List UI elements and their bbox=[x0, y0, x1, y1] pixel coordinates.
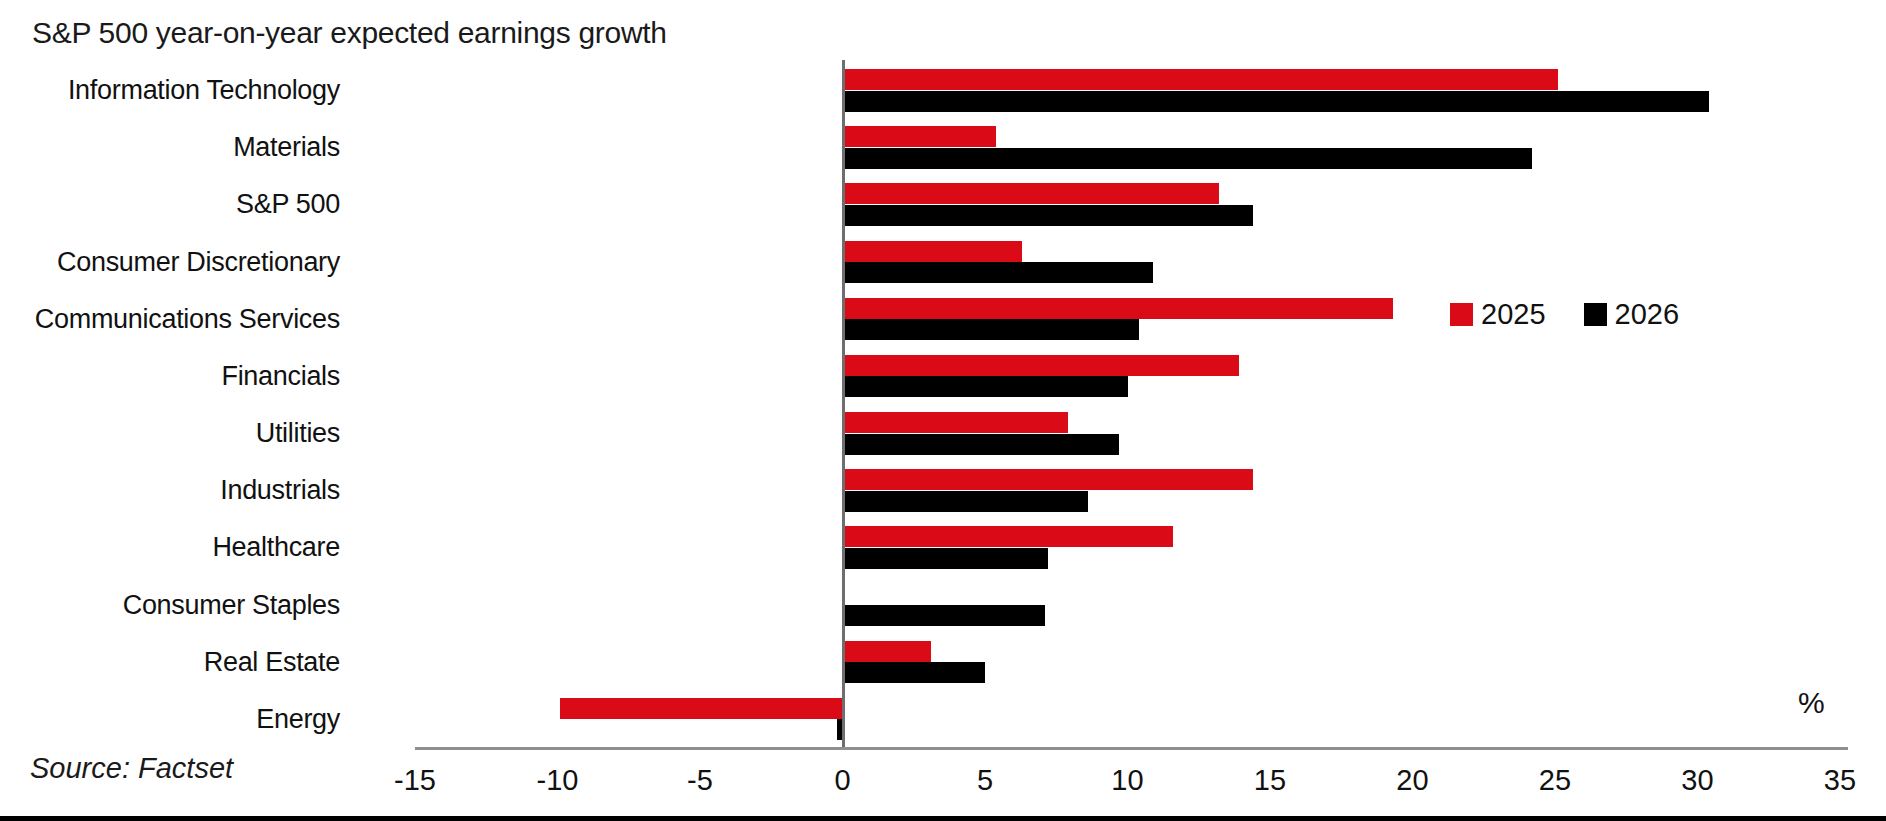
x-tick-label-0: 0 bbox=[834, 764, 850, 797]
x-tick-label-15: 15 bbox=[1254, 764, 1286, 797]
x-tick-label-10: 10 bbox=[1111, 764, 1143, 797]
category-label-materials: Materials bbox=[0, 119, 340, 176]
bar-2025-materials bbox=[843, 126, 997, 147]
chart-title: S&P 500 year-on-year expected earnings g… bbox=[32, 16, 667, 50]
bar-2025-industrials bbox=[843, 469, 1253, 490]
bar-2026-consumer-staples bbox=[843, 605, 1045, 626]
category-label-financials: Financials bbox=[0, 348, 340, 405]
bar-2025-utilities bbox=[843, 412, 1068, 433]
x-tick-label-5: 5 bbox=[977, 764, 993, 797]
bar-2025-communications-services bbox=[843, 298, 1393, 319]
legend-item-2026: 2026 bbox=[1584, 298, 1680, 331]
legend-item-2025: 2025 bbox=[1450, 298, 1546, 331]
category-label-consumer-discretionary: Consumer Discretionary bbox=[0, 234, 340, 291]
legend-label-2025: 2025 bbox=[1481, 298, 1546, 331]
x-axis-line bbox=[415, 747, 1848, 750]
axis-unit-label: % bbox=[1798, 686, 1825, 720]
bar-2025-s-p-500 bbox=[843, 183, 1219, 204]
x-tick-label-30: 30 bbox=[1681, 764, 1713, 797]
category-label-communications-services: Communications Services bbox=[0, 291, 340, 348]
category-label-healthcare: Healthcare bbox=[0, 519, 340, 576]
bar-2025-financials bbox=[843, 355, 1239, 376]
x-tick-label--15: -15 bbox=[394, 764, 436, 797]
bar-2025-information-technology bbox=[843, 69, 1558, 90]
bar-2026-real-estate bbox=[843, 662, 986, 683]
x-tick-label--10: -10 bbox=[537, 764, 579, 797]
bottom-border-rule bbox=[0, 816, 1886, 821]
bar-2026-utilities bbox=[843, 434, 1119, 455]
zero-axis-line bbox=[842, 60, 845, 749]
category-label-real-estate: Real Estate bbox=[0, 634, 340, 691]
legend-swatch-icon-2025 bbox=[1450, 303, 1473, 326]
category-label-utilities: Utilities bbox=[0, 405, 340, 462]
bar-2025-energy bbox=[560, 698, 842, 719]
bar-2026-financials bbox=[843, 376, 1128, 397]
x-tick-label--5: -5 bbox=[687, 764, 713, 797]
x-tick-label-35: 35 bbox=[1824, 764, 1856, 797]
bar-2025-consumer-discretionary bbox=[843, 241, 1023, 262]
x-tick-label-25: 25 bbox=[1539, 764, 1571, 797]
bar-2026-materials bbox=[843, 148, 1533, 169]
category-label-consumer-staples: Consumer Staples bbox=[0, 577, 340, 634]
legend: 2025 2026 bbox=[1450, 298, 1679, 331]
bar-2025-healthcare bbox=[843, 526, 1174, 547]
bar-2026-communications-services bbox=[843, 319, 1139, 340]
bar-2026-industrials bbox=[843, 491, 1088, 512]
bar-2026-s-p-500 bbox=[843, 205, 1253, 226]
category-label-industrials: Industrials bbox=[0, 462, 340, 519]
legend-label-2026: 2026 bbox=[1615, 298, 1680, 331]
category-label-s-p-500: S&P 500 bbox=[0, 176, 340, 233]
bar-2026-information-technology bbox=[843, 91, 1709, 112]
source-note: Source: Factset bbox=[30, 752, 233, 785]
bar-2025-real-estate bbox=[843, 641, 931, 662]
bar-2026-healthcare bbox=[843, 548, 1048, 569]
category-label-energy: Energy bbox=[0, 691, 340, 748]
x-tick-label-20: 20 bbox=[1396, 764, 1428, 797]
chart-canvas: S&P 500 year-on-year expected earnings g… bbox=[0, 0, 1886, 821]
legend-swatch-icon-2026 bbox=[1584, 303, 1607, 326]
category-label-information-technology: Information Technology bbox=[0, 62, 340, 119]
bar-2026-consumer-discretionary bbox=[843, 262, 1154, 283]
